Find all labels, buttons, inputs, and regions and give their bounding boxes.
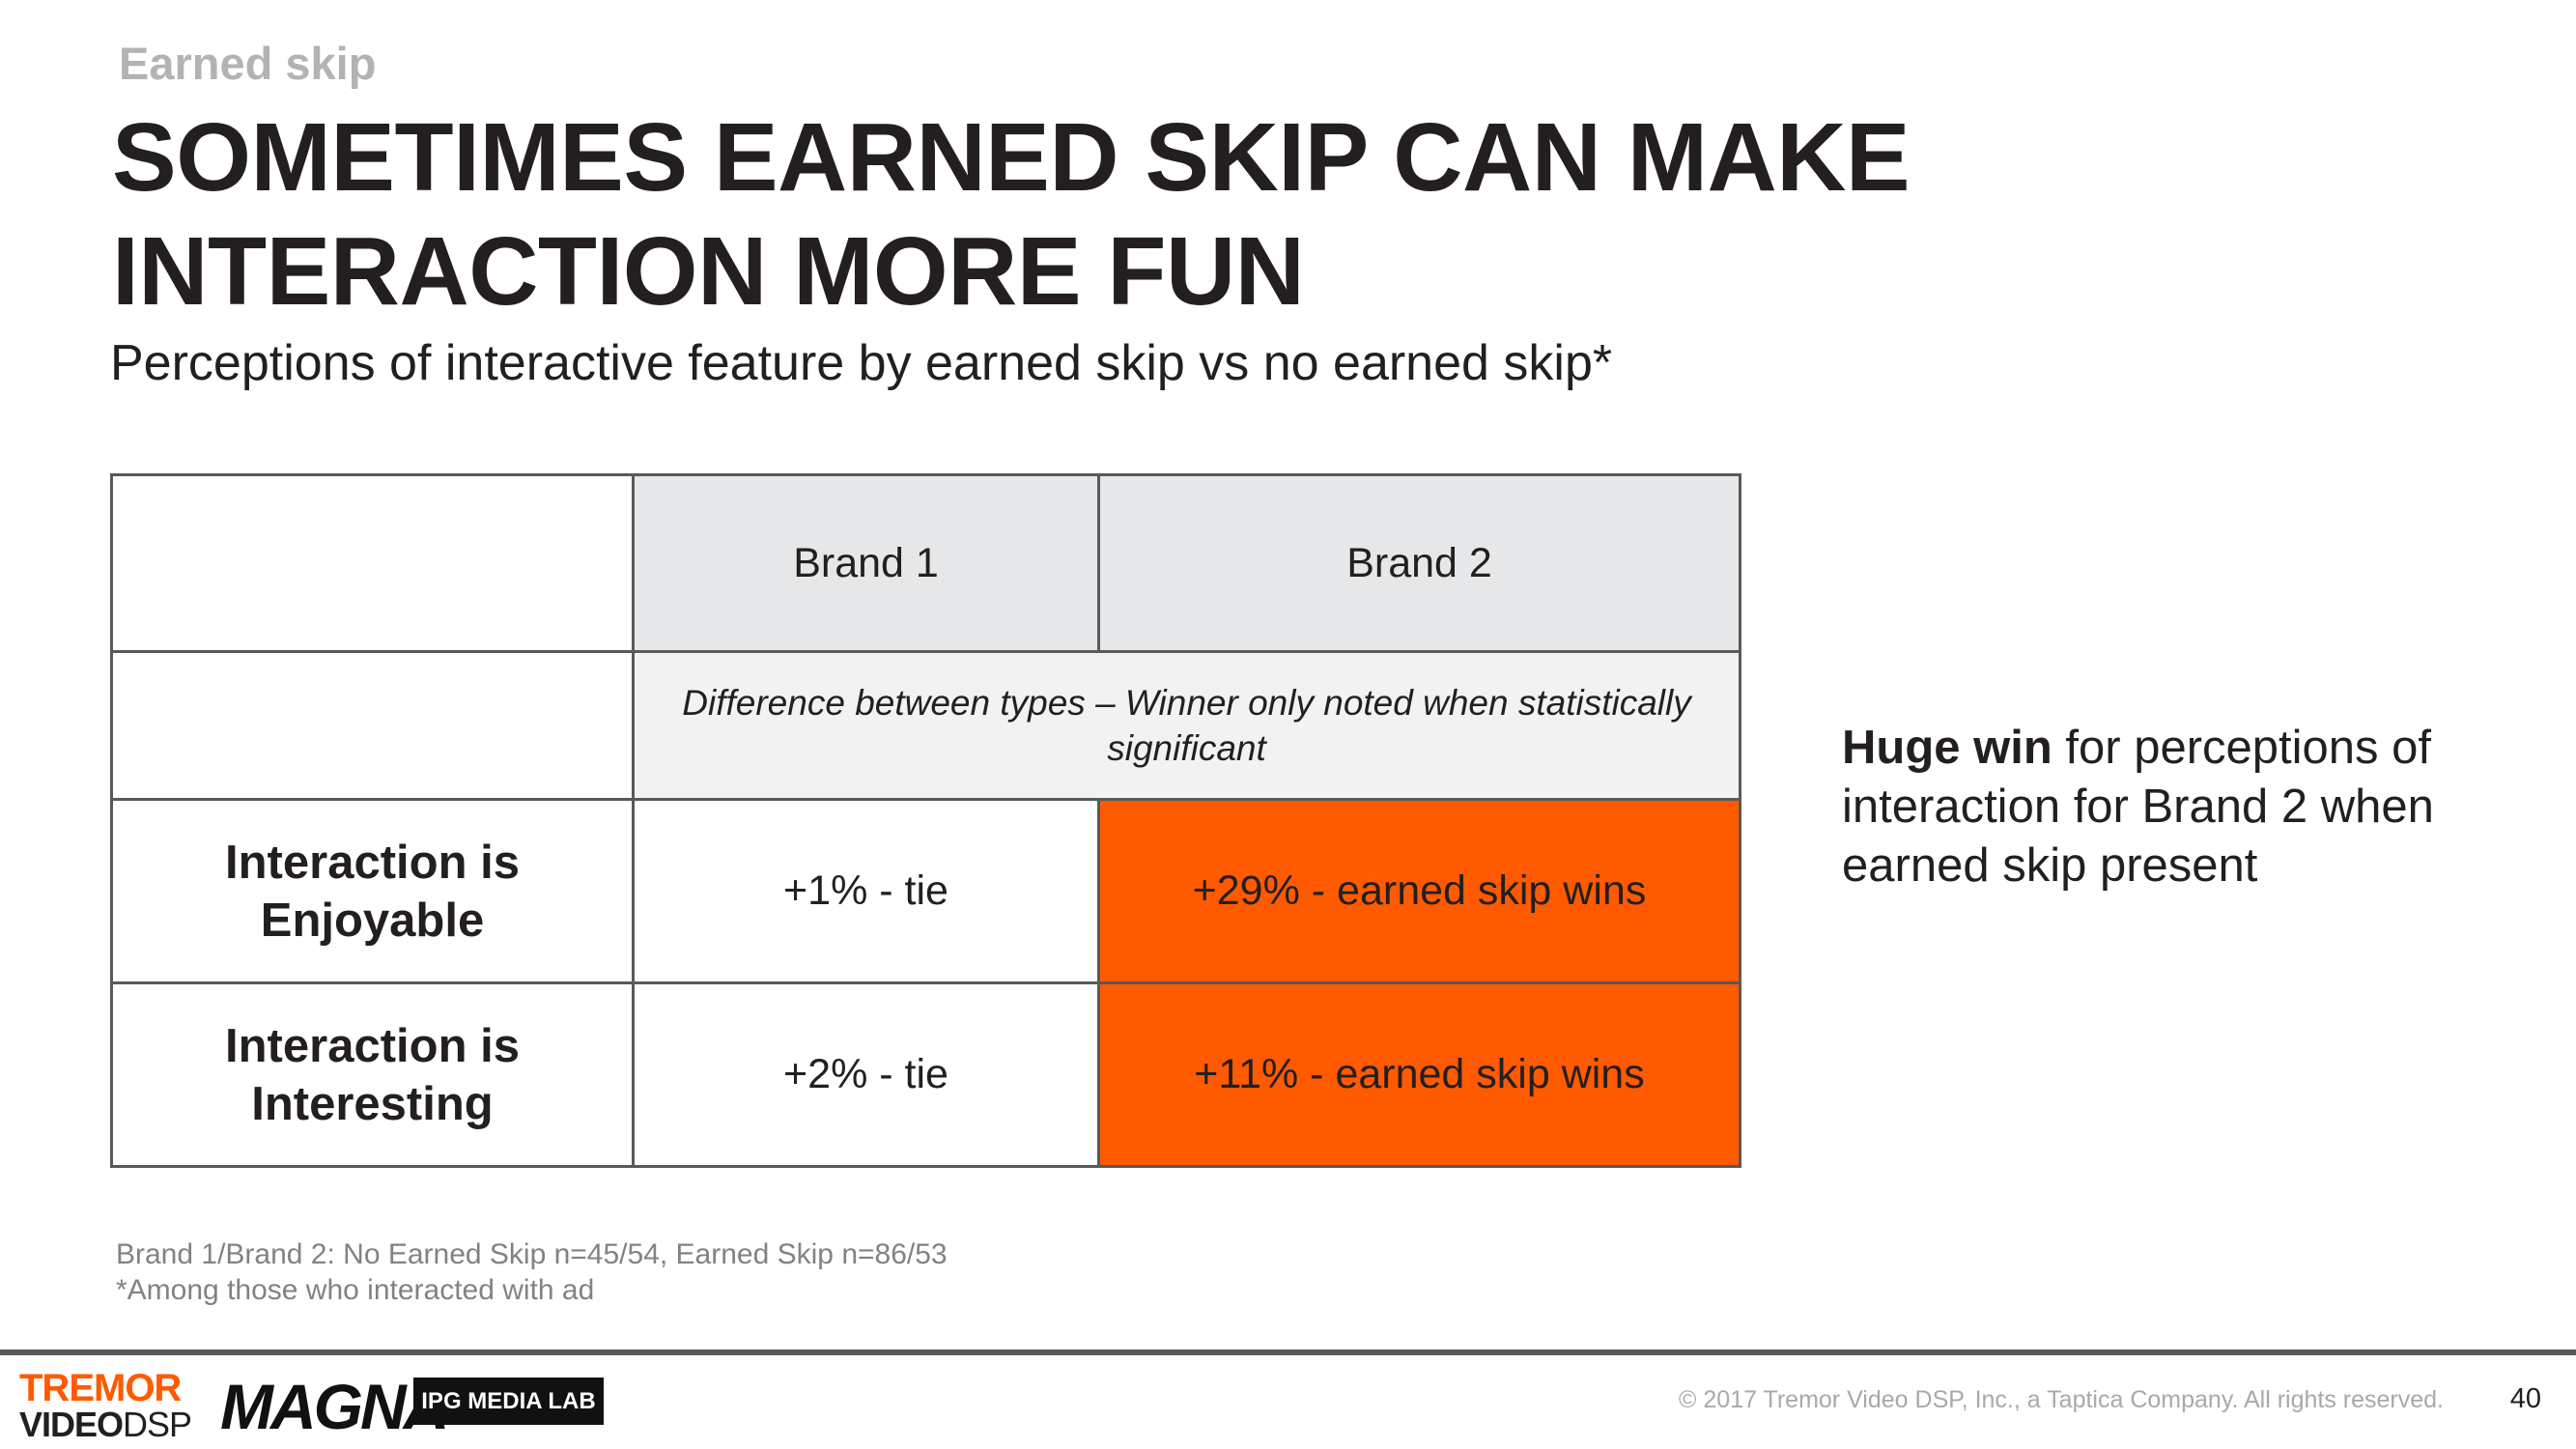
tremor-logo-bottom: VIDEODSP — [19, 1405, 192, 1444]
difference-note: Difference between types – Winner only n… — [632, 650, 1741, 801]
footer-divider — [0, 1350, 2576, 1355]
cell-interesting-brand-1: +2% - tie — [632, 981, 1100, 1168]
row-label-interesting: Interaction is Interesting — [110, 981, 635, 1168]
tremor-logo-dsp: DSP — [123, 1405, 192, 1444]
page-title: SOMETIMES EARNED SKIP CAN MAKE INTERACTI… — [112, 103, 1911, 326]
tremor-logo-video: VIDEO — [19, 1405, 124, 1444]
page-number: 40 — [2509, 1383, 2541, 1414]
table-header-row: Brand 1 Brand 2 — [110, 473, 1741, 653]
callout-body: for perceptions of interaction for Brand… — [1842, 722, 2434, 892]
column-header-brand-1: Brand 1 — [632, 473, 1100, 653]
column-header-brand-2: Brand 2 — [1097, 473, 1741, 653]
callout-text: Huge win for perceptions of interaction … — [1842, 719, 2518, 895]
cell-interesting-brand-2: +11% - earned skip wins — [1097, 981, 1741, 1168]
footnotes: Brand 1/Brand 2: No Earned Skip n=45/54,… — [116, 1236, 948, 1308]
footnote-base: *Among those who interacted with ad — [116, 1274, 595, 1306]
footnote-sample-size: Brand 1/Brand 2: No Earned Skip n=45/54,… — [116, 1238, 948, 1270]
empty-note-label-cell — [110, 650, 635, 801]
cell-enjoyable-brand-2: +29% - earned skip wins — [1097, 798, 1741, 984]
page-subtitle: Perceptions of interactive feature by ea… — [110, 335, 1613, 391]
cell-enjoyable-brand-1: +1% - tie — [632, 798, 1100, 984]
table-note-row: Difference between types – Winner only n… — [110, 650, 1741, 801]
ipg-media-lab-logo: IPG MEDIA LAB — [413, 1378, 604, 1425]
callout-highlight: Huge win — [1842, 722, 2052, 774]
table-row: Interaction is Enjoyable +1% - tie +29% … — [110, 798, 1741, 984]
section-label: Earned skip — [119, 38, 377, 89]
results-table: Brand 1 Brand 2 Difference between types… — [110, 473, 1741, 1168]
magna-logo: MAGNA — [220, 1371, 449, 1442]
empty-corner-cell — [110, 473, 635, 653]
row-label-enjoyable: Interaction is Enjoyable — [110, 798, 635, 984]
tremor-logo-top: TREMOR — [19, 1367, 182, 1409]
table-row: Interaction is Interesting +2% - tie +11… — [110, 981, 1741, 1168]
copyright-notice: © 2017 Tremor Video DSP, Inc., a Taptica… — [1679, 1386, 2444, 1413]
tremor-video-dsp-logo: TREMOR VIDEODSP — [19, 1367, 192, 1444]
